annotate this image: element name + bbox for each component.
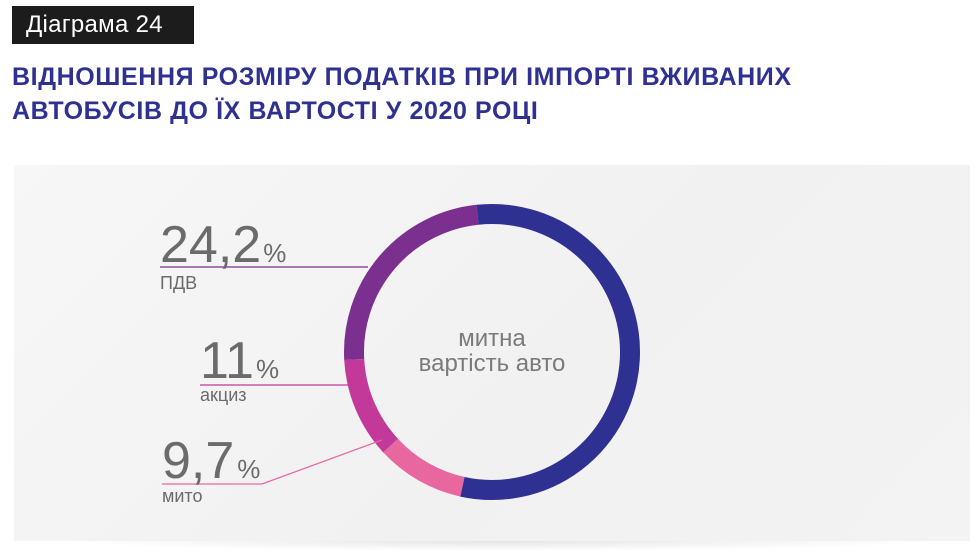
donut-slice-customs-value <box>460 204 640 500</box>
chart-number-badge: Діаграма 24 <box>12 6 194 44</box>
slice-value-myto-unit: % <box>237 454 260 484</box>
slice-value-akcyz-number: 11 <box>200 332 254 390</box>
chart-title: ВІДНОШЕННЯ РОЗМІРУ ПОДАТКІВ ПРИ ІМПОРТІ … <box>12 60 962 128</box>
panel-shadow <box>60 541 940 551</box>
leader-lines <box>160 266 383 485</box>
slice-value-myto-number: 9,7 <box>162 432 234 490</box>
slice-label-myto: мито <box>162 486 202 506</box>
slice-value-pdv-unit: % <box>263 238 286 268</box>
donut-slice-akcyz <box>344 358 399 453</box>
donut-slice-myto <box>383 438 465 497</box>
donut-slice-pdv <box>344 204 479 361</box>
slice-value-akcyz: 11% <box>200 332 279 390</box>
slice-value-pdv-number: 24,2 <box>160 216 261 274</box>
slice-value-myto: 9,7% <box>162 432 260 490</box>
chart-title-line-1: ВІДНОШЕННЯ РОЗМІРУ ПОДАТКІВ ПРИ ІМПОРТІ … <box>12 63 792 91</box>
donut-ring <box>344 204 640 500</box>
leader-line-myto <box>162 439 383 485</box>
slice-label-pdv: ПДВ <box>160 273 197 293</box>
chart-title-line-2: АВТОБУСІВ ДО ЇХ ВАРТОСТІ У 2020 РОЦІ <box>12 97 539 125</box>
center-label-line-1: митна <box>458 325 526 352</box>
slice-value-pdv: 24,2% <box>160 216 286 274</box>
slice-label-akcyz: акциз <box>200 385 247 405</box>
chart-panel <box>14 165 970 541</box>
slice-value-akcyz-unit: % <box>256 354 279 384</box>
center-label-line-2: вартість авто <box>419 350 566 377</box>
